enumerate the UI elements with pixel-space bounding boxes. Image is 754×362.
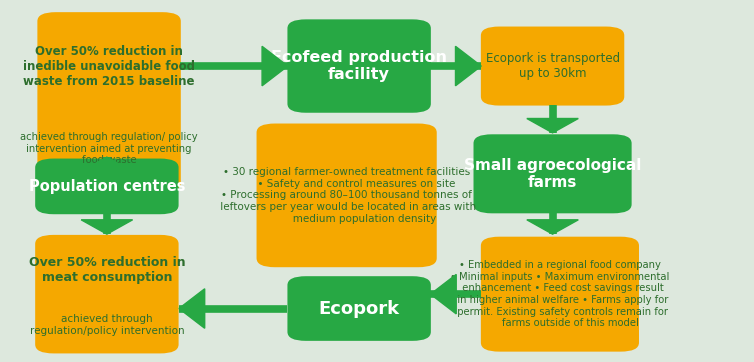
Text: Ecofeed production
facility: Ecofeed production facility	[271, 50, 447, 82]
Text: Population centres: Population centres	[29, 179, 185, 194]
FancyBboxPatch shape	[35, 235, 179, 353]
FancyBboxPatch shape	[38, 12, 181, 192]
FancyBboxPatch shape	[287, 19, 431, 113]
Polygon shape	[527, 220, 578, 234]
Text: achieved through
regulation/policy intervention: achieved through regulation/policy inter…	[29, 314, 184, 336]
FancyBboxPatch shape	[256, 123, 437, 267]
Text: • 30 regional farmer-owned treatment facilities
      • Safety and control measu: • 30 regional farmer-owned treatment fac…	[217, 167, 477, 224]
Polygon shape	[455, 46, 481, 86]
FancyBboxPatch shape	[474, 134, 632, 213]
Text: Over 50% reduction in
meat consumption: Over 50% reduction in meat consumption	[29, 256, 185, 285]
Text: • Embedded in a regional food company
• Minimal inputs • Maximum environmental
 : • Embedded in a regional food company • …	[450, 260, 670, 328]
Text: achieved through regulation/ policy
intervention aimed at preventing
food waste: achieved through regulation/ policy inte…	[20, 132, 198, 165]
FancyBboxPatch shape	[481, 237, 639, 352]
Text: Ecopork: Ecopork	[319, 299, 400, 317]
Polygon shape	[179, 289, 204, 328]
Text: Small agroecological
farms: Small agroecological farms	[464, 157, 641, 190]
Polygon shape	[527, 118, 578, 133]
Text: Ecopork is transported
up to 30km: Ecopork is transported up to 30km	[486, 52, 620, 80]
Polygon shape	[81, 220, 133, 234]
FancyBboxPatch shape	[35, 159, 179, 214]
FancyBboxPatch shape	[481, 26, 624, 106]
Text: Over 50% reduction in
inedible unavoidable food
waste from 2015 baseline: Over 50% reduction in inedible unavoidab…	[23, 45, 195, 88]
Polygon shape	[431, 274, 456, 314]
Polygon shape	[81, 157, 133, 172]
Polygon shape	[262, 46, 288, 86]
Polygon shape	[81, 157, 133, 172]
FancyBboxPatch shape	[287, 276, 431, 341]
